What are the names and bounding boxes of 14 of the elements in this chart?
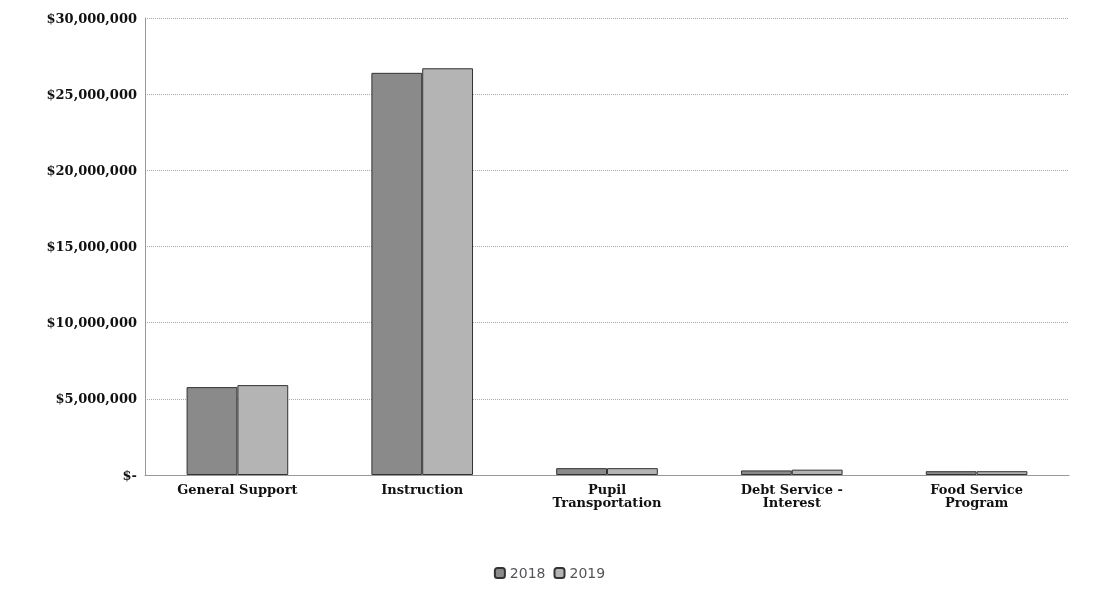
legend-label: 2019 xyxy=(569,565,606,581)
x-tick-label: General Support xyxy=(177,482,298,497)
x-tick-label: Food Service Program xyxy=(930,482,1023,510)
y-tick-label: $25,000,000 xyxy=(46,86,137,102)
y-tick-label: $5,000,000 xyxy=(55,391,137,407)
x-tick-label: Pupil Transportation xyxy=(552,482,662,510)
x-tick-label: Debt Service - Interest xyxy=(740,482,843,510)
y-tick-label: $- xyxy=(122,467,137,483)
y-tick-label: $15,000,000 xyxy=(46,239,137,254)
y-tick-label: $30,000,000 xyxy=(46,10,137,26)
y-tick-label: $10,000,000 xyxy=(46,315,137,331)
legend-label: 2018 xyxy=(509,565,546,581)
x-tick-label: Instruction xyxy=(381,482,464,497)
y-tick-label: $20,000,000 xyxy=(46,162,137,178)
